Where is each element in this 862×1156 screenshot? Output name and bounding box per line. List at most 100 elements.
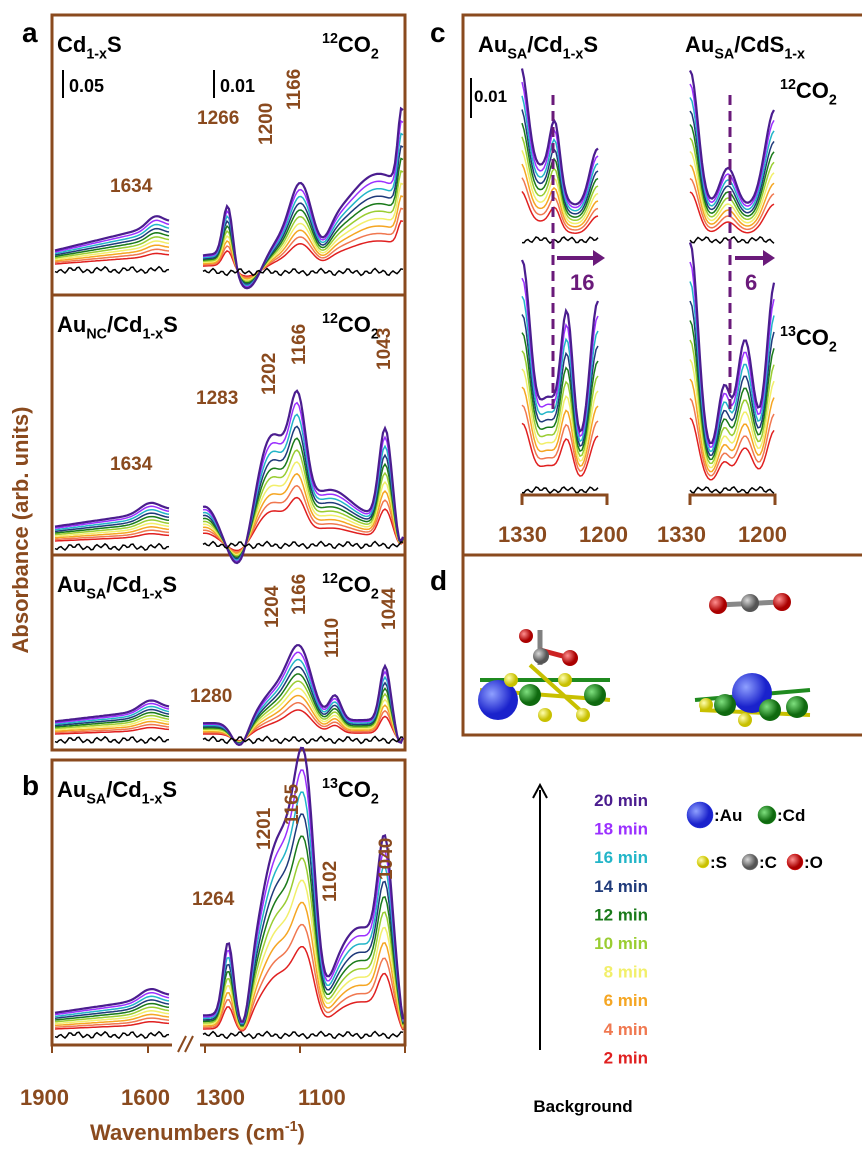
spectrum [689,339,775,465]
panel-d-frame [461,553,862,737]
peak-label: 1283 [196,388,238,409]
axis-break-gap [172,1030,200,1060]
spectrum [202,157,404,284]
panel-letter: b [22,770,39,801]
spectrum [521,486,599,495]
spectrum [689,359,775,469]
peak-label: 1264 [192,889,235,910]
spectrum [521,95,599,212]
spectrum [202,735,404,745]
text-part: ) [298,1120,305,1145]
spectrum [689,281,775,452]
axis-break [177,1035,187,1053]
scale-label: 0.01 [474,87,507,106]
panel-b-frame [50,758,407,1047]
legend-background: Background [533,1097,632,1116]
range-bracket [520,493,609,505]
peak-label: 1044 [379,587,400,630]
text-part: 1-x [142,792,163,808]
spectrum [54,714,170,730]
text-part: S [162,572,177,597]
gas-label: 12CO2 [780,77,837,108]
shift-label: 6 [745,270,757,295]
spectrum [202,413,404,561]
spectrum [54,720,170,732]
text-part: S [163,312,178,337]
spectrum [54,508,170,531]
scale-label: 0.01 [220,76,255,96]
spectrum [54,519,170,536]
text-part: 1-x [86,47,107,63]
spectrum [689,164,775,227]
spectrum [54,231,170,258]
spectrum [54,717,170,731]
spectrum [54,532,170,542]
peak-label: 1204 [262,585,283,628]
legend-time: 10 min [594,934,648,953]
atom-swatch [686,801,714,829]
text-part: 13 [780,324,796,340]
shift-label: 16 [570,270,594,295]
spectrum [521,109,599,215]
spectrum [54,240,170,261]
text-part: 1-x [784,47,805,63]
spectrum [689,151,775,224]
x-tick-label: 1900 [20,1085,69,1110]
sample-label: AuSA/CdS1-x [685,32,805,63]
panel-letter: c [430,17,446,48]
spectrum [202,449,404,557]
text-part: S [162,777,177,802]
x-tick-label: 1330 [498,522,547,547]
atom-swatch [786,853,804,871]
spectrum [54,735,170,745]
spectrum [54,529,170,541]
text-part: /Cd [527,32,562,57]
x-axis-label: Wavenumbers (cm-1) [90,1119,305,1145]
text-part: 1-x [563,47,584,63]
x-tick-label: 1300 [196,1085,245,1110]
atom-label: :C [759,853,777,872]
text-part: 12 [322,311,338,327]
spectrum [520,68,599,206]
spectrum [54,1002,170,1021]
text-part: CO [796,325,829,350]
shift-arrow-head [763,250,775,266]
spectrum [202,132,404,287]
spectrum [54,236,170,259]
time-arrow-head [532,782,548,799]
text-part: Au [57,572,86,597]
text-part: CO [338,32,371,57]
spectrum [54,248,170,264]
spectrum [202,389,405,565]
text-part: /Cd [106,572,141,597]
peak-label: 1202 [259,353,280,395]
text-part: Au [685,32,714,57]
spectrum [202,267,404,277]
y-axis-label: Absorbance (arb. units) [8,407,33,654]
spectrum [54,1030,170,1040]
spectrum [54,988,170,1014]
molecule-left [478,629,611,722]
spectrum [54,501,170,528]
spectrum [54,1010,170,1025]
spectrum [54,265,170,275]
spectrum [689,191,775,234]
spectrum [202,106,404,290]
panel-letter: a [22,17,38,48]
sample-label: AuSA/Cd1-xS [57,572,177,603]
text-part: SA [507,47,527,63]
spectrum [689,124,775,217]
x-tick-label: 1600 [121,1085,170,1110]
legend-time: 18 min [594,820,648,839]
spectrum [54,1017,170,1028]
spectrum [521,422,599,477]
spectrum [54,723,170,734]
gas-label: 12CO2 [322,31,379,62]
peak-label: 1110 [322,618,343,658]
text-part: -1 [285,1119,298,1135]
text-part: 2 [371,327,379,343]
spectrum [688,242,776,445]
spectrum [54,711,170,728]
peak-label: 1102 [320,861,341,902]
